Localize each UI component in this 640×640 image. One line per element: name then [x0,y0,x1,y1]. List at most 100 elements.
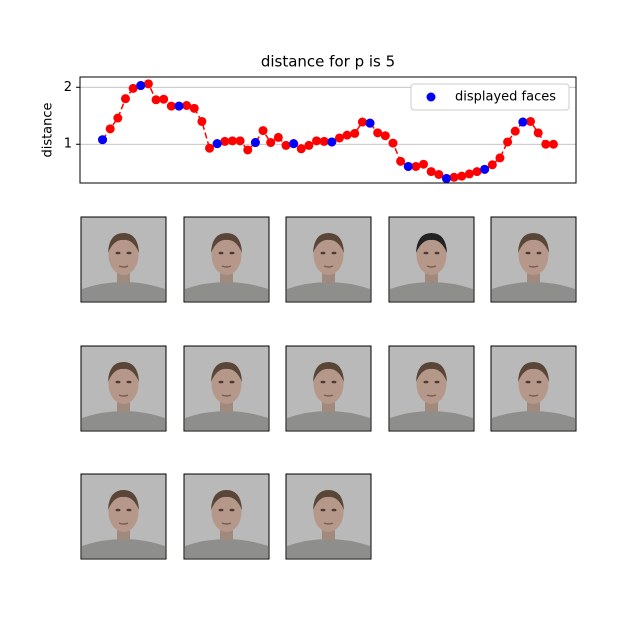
face-head [518,364,549,404]
point [220,136,230,146]
point [388,138,398,148]
point [510,126,520,136]
face-hair [313,490,344,510]
point [243,145,253,155]
face-eye [126,508,132,512]
face-thumbnail [183,345,270,432]
face-shoulders [185,539,268,558]
face-shoulders [287,539,370,558]
point [396,156,406,166]
point [449,172,459,182]
displayed-point [136,81,146,91]
face-hair [518,233,549,253]
face-eye [423,251,429,255]
face-hair [108,233,139,253]
face-head [313,492,344,532]
face-eye [536,251,542,255]
point [189,103,199,113]
face-shoulders [82,282,165,301]
point [312,136,322,146]
face-mouth [118,265,129,268]
face-eye [320,508,326,512]
face-thumbnail [285,216,372,303]
face-head [211,235,242,275]
face-shoulders [492,411,575,430]
point [319,136,329,146]
face-mouth [221,265,232,268]
displayed-point [518,117,528,127]
displayed-point [441,173,451,183]
face-mouth [426,394,437,397]
face-head [518,235,549,275]
displayed-point [250,138,260,148]
face-eye [229,508,235,512]
face-hair [416,362,447,382]
point [472,167,482,177]
face-shoulders [82,411,165,430]
face-hair [313,233,344,253]
point [273,132,283,142]
face-mouth [221,394,232,397]
face-mouth [221,522,232,525]
point [182,100,192,110]
face-eye [525,251,531,255]
displayed-point [327,137,337,147]
face-thumbnail [285,473,372,560]
face-eye [126,380,132,384]
displayed-point [289,139,299,149]
face-eye [525,380,531,384]
face-hair [518,362,549,382]
legend-box [410,83,570,111]
point [373,128,383,138]
face-hair [211,233,242,253]
point [411,161,421,171]
face-shoulders [185,411,268,430]
point [548,139,558,149]
face-eye [115,380,121,384]
face-mouth [323,265,334,268]
y-axis-label: distance [41,102,56,157]
point [487,160,497,170]
point [503,137,513,147]
point [266,138,276,148]
face-head [211,364,242,404]
face-mouth [528,394,539,397]
face-shoulders [390,282,473,301]
face-eye [423,380,429,384]
face-shoulders [82,539,165,558]
displayed-point [212,139,222,149]
face-eye [320,251,326,255]
point [533,128,543,138]
face-hair [313,362,344,382]
point [205,143,215,153]
point [128,83,138,93]
face-head [108,364,139,404]
displayed-point [365,118,375,128]
face-thumbnail [388,345,475,432]
face-thumbnail [80,345,167,432]
face-head [108,492,139,532]
face-eye [218,251,224,255]
face-shoulders [185,282,268,301]
point [434,169,444,179]
face-eye [229,380,235,384]
face-head [313,235,344,275]
displayed-point [480,164,490,174]
face-eye [331,251,337,255]
face-shoulders [390,411,473,430]
y-tick-label: 2 [64,80,72,95]
face-hair [108,490,139,510]
face-eye [229,251,235,255]
face-thumbnail [183,216,270,303]
face-shoulders [492,282,575,301]
point [197,116,207,126]
point [357,117,367,127]
face-mouth [118,522,129,525]
point [120,94,130,104]
point [541,139,551,149]
face-eye [126,251,132,255]
face-eye [331,380,337,384]
face-eye [434,251,440,255]
point [113,113,123,123]
